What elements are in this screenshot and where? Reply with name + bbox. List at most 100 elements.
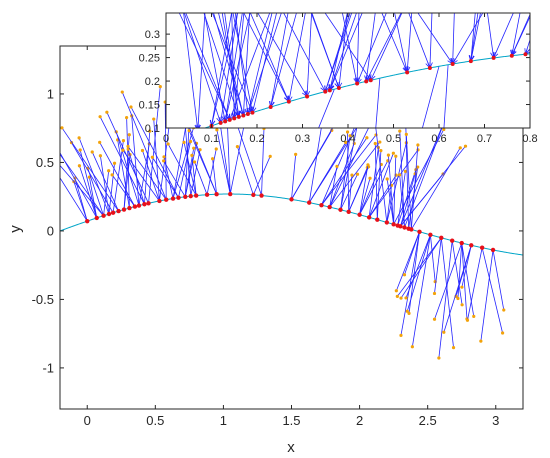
sample-point: [391, 222, 396, 227]
vector-line: [87, 168, 104, 216]
vector-tip: [190, 153, 194, 157]
sample-point: [94, 215, 99, 221]
x-tick-label: 2.5: [419, 413, 437, 428]
inset-vector-line: [183, 13, 198, 128]
x-tick-label: 0.5: [146, 413, 164, 428]
x-tick-label: 0.5: [386, 133, 401, 145]
inset-vector-line: [218, 13, 244, 116]
sample-point: [427, 65, 432, 70]
inset-x-ticks: 0 0.1 0.2 0.3 0.4 0.5 0.6 0.7 0.8: [163, 13, 538, 145]
inset-vector-line: [211, 13, 232, 126]
vector-line: [340, 135, 351, 210]
vector-tip: [391, 151, 395, 155]
inset-vector-line: [470, 13, 476, 62]
vector-line: [411, 234, 431, 347]
vector-line: [130, 106, 179, 198]
sample-point: [176, 195, 181, 200]
vector-tip: [451, 346, 456, 350]
inset-plot-area: [166, 13, 530, 128]
vector-tip: [398, 129, 402, 133]
sample-point: [106, 211, 112, 217]
inset-vector-line: [231, 13, 235, 119]
sample-point: [384, 220, 390, 225]
vector-line: [340, 174, 358, 210]
sample-point: [523, 52, 528, 57]
vector-line: [359, 164, 369, 215]
inset-vector-line: [365, 13, 402, 82]
vector-line: [480, 249, 494, 342]
inset-sample-points: [209, 52, 528, 128]
vector-line: [430, 234, 436, 282]
vector-tip: [60, 126, 64, 130]
inset-vector-line: [470, 13, 481, 62]
vector-tip: [407, 311, 411, 315]
sample-point: [405, 70, 410, 75]
sample-point: [398, 224, 403, 229]
sample-point: [336, 86, 341, 91]
vector-line: [461, 242, 475, 317]
inset-vector-line: [221, 13, 240, 117]
vector-line: [152, 157, 179, 198]
sample-point: [116, 208, 121, 214]
vector-line: [404, 231, 420, 275]
vector-tip: [385, 177, 389, 181]
vector-line: [368, 147, 379, 218]
vector-tip: [140, 148, 145, 153]
vector-tip: [335, 164, 339, 168]
inset-vector-field: [178, 13, 530, 128]
x-tick-label: 0.3: [295, 133, 310, 145]
vector-line: [79, 165, 98, 219]
sample-point: [232, 116, 237, 121]
inset-vector-line: [224, 13, 240, 117]
inset-vector-line: [224, 13, 243, 122]
inset-vector-line: [470, 13, 479, 62]
inset-vector-line: [306, 13, 312, 97]
vector-line: [187, 124, 217, 195]
vector-tip: [395, 294, 399, 298]
inset-vector-line: [288, 13, 306, 102]
inset-vector-line: [452, 13, 455, 64]
inset-vector-line: [185, 13, 231, 120]
vector-line: [329, 141, 381, 208]
sample-point: [439, 235, 444, 240]
x-tick-label: 0: [163, 133, 169, 145]
vector-line: [153, 119, 160, 202]
inset-vector-line: [511, 13, 530, 56]
vector-line: [144, 131, 151, 205]
vector-tip: [98, 154, 102, 158]
y-tick-label: 0.1: [145, 123, 160, 135]
sample-point: [509, 53, 514, 58]
sample-point: [491, 55, 496, 60]
inset-vector-line: [318, 89, 335, 128]
x-tick-label: 0.8: [522, 133, 537, 145]
inset-vector-line: [213, 13, 244, 116]
inset-vector-line: [421, 66, 440, 128]
vector-line: [237, 146, 254, 195]
sample-point: [366, 215, 372, 220]
vector-tip: [365, 136, 369, 140]
sample-point: [428, 232, 433, 238]
vector-tip: [268, 154, 272, 158]
vector-tip: [348, 134, 352, 138]
vector-line: [388, 155, 395, 225]
vector-line: [212, 158, 218, 195]
vector-tip: [368, 176, 372, 180]
vector-line: [91, 151, 119, 212]
sample-point: [164, 197, 169, 202]
sample-point: [375, 217, 380, 222]
vector-line: [163, 160, 186, 197]
vector-line: [108, 163, 115, 215]
vector-tip: [442, 127, 446, 132]
sample-point: [183, 194, 188, 199]
inset-vector-line: [232, 13, 253, 113]
sample-point: [417, 229, 422, 234]
sample-point: [227, 117, 232, 122]
vector-tip: [120, 90, 124, 94]
main-y-ticks: -1 -0.5 0 0.5 1: [32, 86, 523, 375]
inset-vector-line: [283, 13, 326, 92]
vector-line: [61, 127, 119, 212]
sample-point: [307, 200, 312, 205]
vector-line: [329, 115, 375, 208]
vector-tip: [432, 317, 437, 321]
vector-line: [386, 142, 407, 223]
